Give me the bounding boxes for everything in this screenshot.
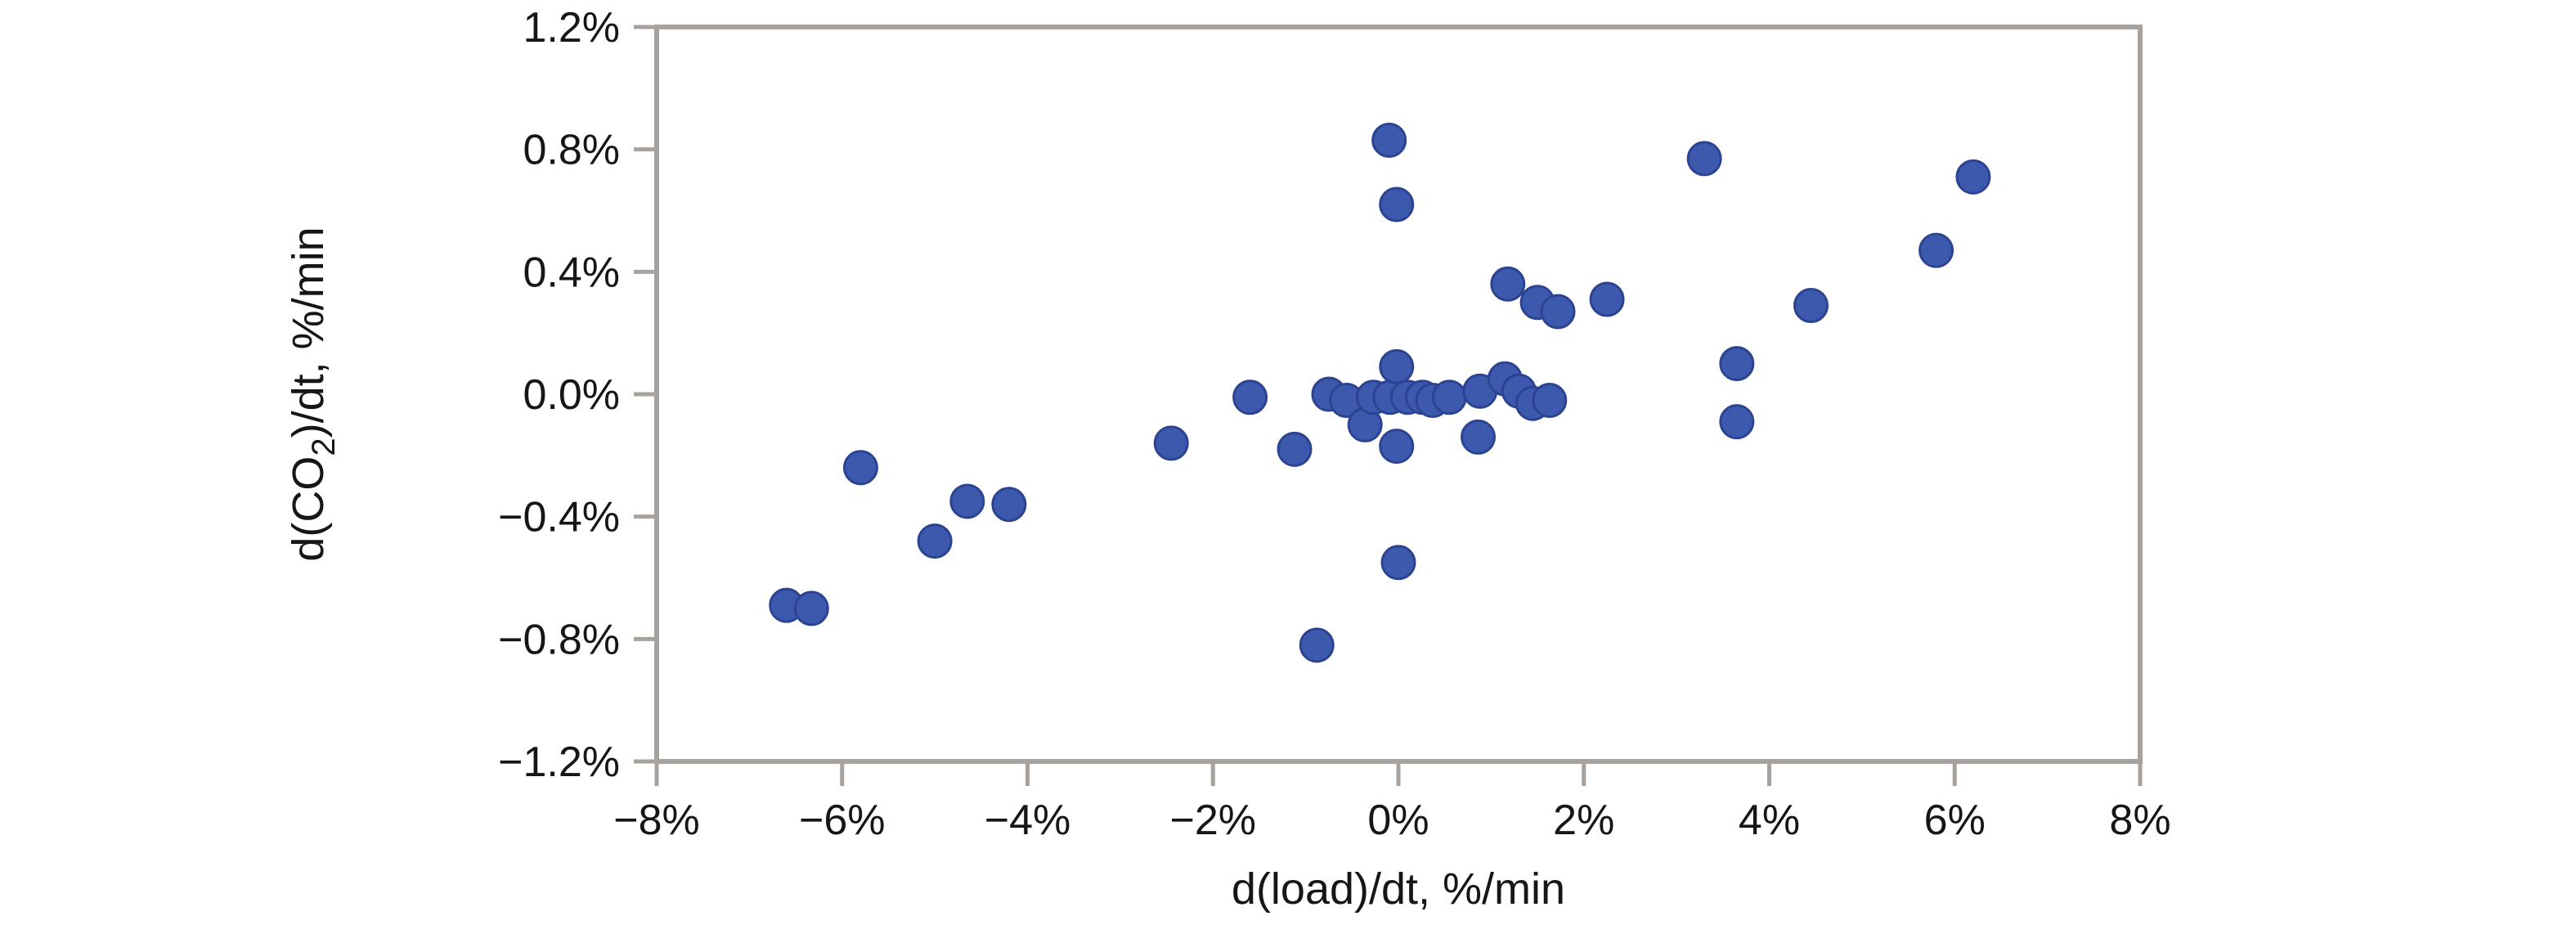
data-point xyxy=(1532,382,1568,418)
data-point xyxy=(949,483,985,519)
data-point xyxy=(1686,141,1722,177)
data-point xyxy=(1719,346,1755,382)
y-axis-title-subscript: 2 xyxy=(306,438,342,456)
points-layer xyxy=(769,122,1991,663)
data-point xyxy=(1461,419,1497,455)
x-axis-tick-label: −2% xyxy=(1169,797,1256,844)
data-point xyxy=(991,487,1027,523)
x-axis-tick-label: 6% xyxy=(1924,797,1986,844)
data-point xyxy=(1371,122,1407,158)
y-axis-tick-label: 0.8% xyxy=(523,127,620,174)
x-axis-title: d(load)/dt, %/min xyxy=(1232,864,1565,914)
data-point xyxy=(1379,429,1415,465)
x-axis-tick-label: 0% xyxy=(1367,797,1429,844)
data-point xyxy=(1955,159,1991,195)
plot-frame xyxy=(654,25,2143,764)
y-axis-tick-label: −0.4% xyxy=(498,494,620,541)
data-point xyxy=(793,590,829,626)
x-axis-tick-label: −8% xyxy=(613,797,700,844)
x-axis-tick-label: 8% xyxy=(2109,797,2170,844)
data-point xyxy=(1379,348,1415,384)
data-point xyxy=(1277,431,1313,467)
data-point xyxy=(1153,425,1189,461)
data-point xyxy=(1379,186,1415,222)
data-point xyxy=(1490,266,1526,302)
data-point xyxy=(1431,379,1467,415)
x-axis-tick-label: −4% xyxy=(985,797,1071,844)
y-axis-tick-label: −1.2% xyxy=(498,739,620,786)
data-point xyxy=(1232,379,1268,415)
data-point xyxy=(1380,545,1416,581)
y-axis-title-prefix: d(CO xyxy=(284,456,333,562)
ticks-layer: −8% −6% −4% −2% 0% 2% 4% 6% 8% 1.2% 0.8% 0.4% 0.0% −0… xyxy=(498,4,2170,844)
y-axis-title-suffix: )/dt, %/min xyxy=(284,227,333,438)
data-point xyxy=(842,450,878,486)
y-axis-title: d(CO2)/dt, %/min xyxy=(284,227,342,561)
data-point xyxy=(1719,404,1755,440)
x-axis-tick-label: 2% xyxy=(1553,797,1614,844)
x-axis-tick-label: 4% xyxy=(1739,797,1800,844)
data-point xyxy=(917,523,953,559)
y-axis-tick-label: 1.2% xyxy=(523,4,620,52)
data-point xyxy=(1299,627,1335,663)
y-axis-tick-label: 0.4% xyxy=(523,249,620,296)
data-point xyxy=(1589,281,1625,317)
x-axis-tick-label: −6% xyxy=(799,797,886,844)
data-point xyxy=(1793,287,1829,323)
y-axis-tick-label: 0.0% xyxy=(523,371,620,419)
y-axis-tick-label: −0.8% xyxy=(498,616,620,663)
data-point xyxy=(1540,294,1576,330)
data-point xyxy=(1919,232,1954,268)
